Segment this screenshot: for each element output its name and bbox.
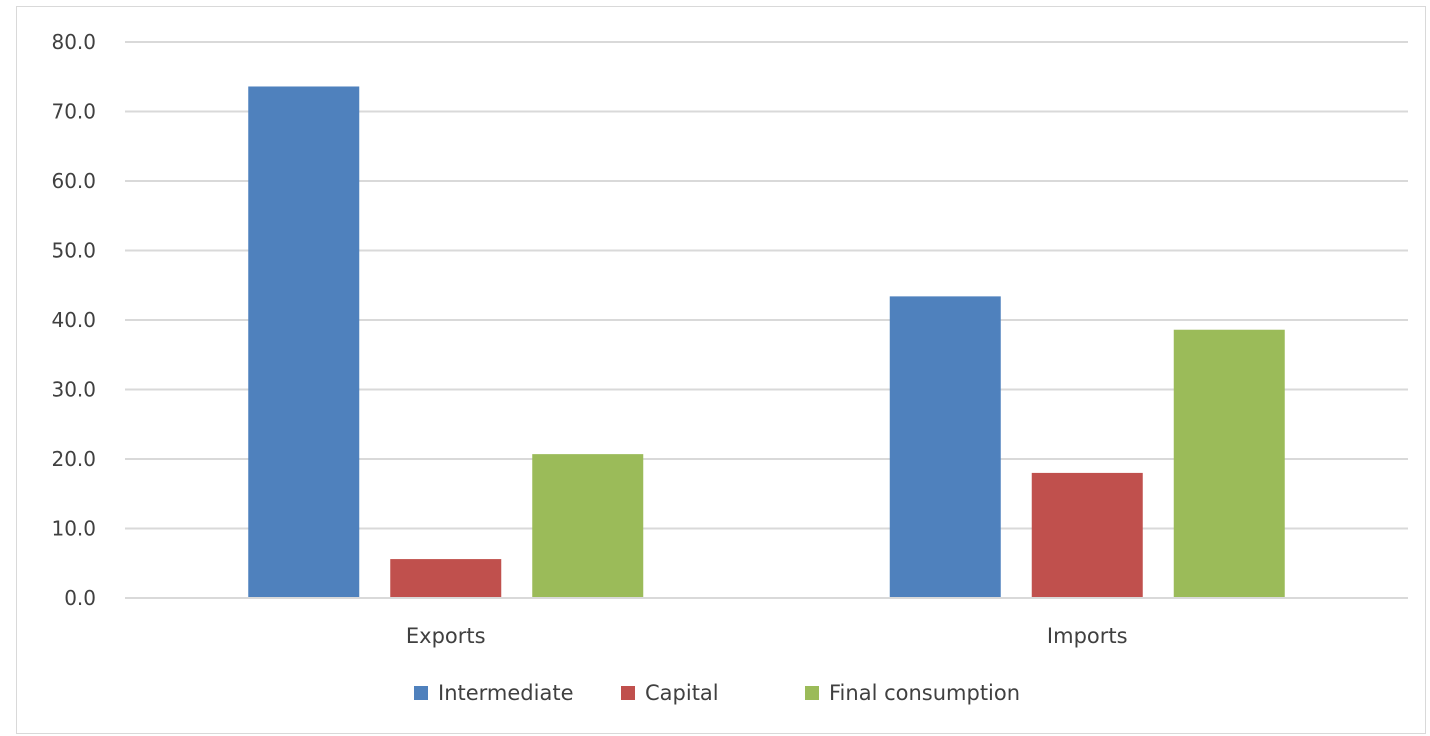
y-tick-label: 20.0: [51, 447, 96, 471]
legend-swatch: [805, 686, 819, 700]
y-tick-label: 60.0: [51, 169, 96, 193]
legend: Intermediate Capital Final consumption: [414, 681, 1020, 705]
bar-final-consumption-exports: [532, 454, 644, 598]
y-tick-label: 40.0: [51, 308, 96, 332]
y-tick-label: 0.0: [64, 586, 96, 610]
legend-item-intermediate: Intermediate: [414, 681, 574, 705]
legend-label: Capital: [645, 681, 719, 705]
legend-item-final-consumption: Final consumption: [805, 681, 1020, 705]
legend-label: Intermediate: [438, 681, 574, 705]
legend-swatch: [414, 686, 428, 700]
y-tick-label: 50.0: [51, 239, 96, 263]
legend-label: Final consumption: [829, 681, 1020, 705]
y-tick-label: 10.0: [51, 517, 96, 541]
bars: [248, 86, 1285, 598]
y-tick-label: 70.0: [51, 100, 96, 124]
bar-capital-imports: [1031, 472, 1143, 598]
legend-item-capital: Capital: [621, 681, 719, 705]
x-category-label: Imports: [1047, 624, 1128, 648]
x-axis-category-labels: Exports Imports: [406, 624, 1128, 648]
bar-final-consumption-imports: [1173, 329, 1285, 598]
y-tick-label: 30.0: [51, 378, 96, 402]
legend-swatch: [621, 686, 635, 700]
bar-intermediate-imports: [889, 296, 1001, 598]
y-tick-label: 80.0: [51, 30, 96, 54]
bar-capital-exports: [390, 559, 502, 598]
bar-intermediate-exports: [248, 86, 360, 598]
x-category-label: Exports: [406, 624, 486, 648]
y-axis-tick-labels: 0.0 10.0 20.0 30.0 40.0 50.0 60.0 70.0 80.0: [51, 30, 96, 610]
